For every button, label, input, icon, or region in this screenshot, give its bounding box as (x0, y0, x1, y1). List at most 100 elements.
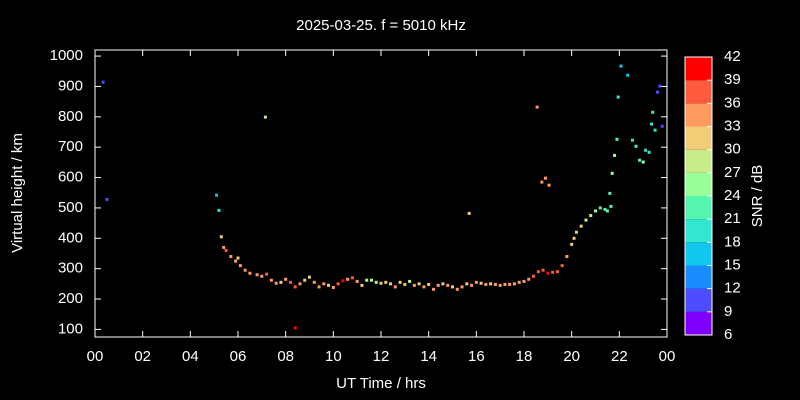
colorbar-tick-label: 9 (724, 303, 732, 320)
point (279, 280, 283, 284)
point (322, 282, 326, 286)
colorbar-band (685, 196, 712, 220)
x-tick-label: 00 (659, 348, 676, 365)
y-tick-label: 800 (58, 108, 83, 125)
point (219, 235, 223, 239)
colorbar-tick-label: 39 (724, 71, 741, 88)
point (312, 280, 316, 284)
point (408, 279, 412, 283)
point (651, 110, 655, 114)
point (365, 278, 369, 282)
point (660, 124, 664, 128)
x-tick-label: 14 (420, 348, 437, 365)
point (248, 271, 252, 275)
point (293, 285, 297, 289)
point (269, 278, 273, 282)
point (570, 242, 574, 246)
point (470, 283, 474, 287)
point (260, 274, 264, 278)
point (331, 285, 335, 289)
y-tick-label: 900 (58, 77, 83, 94)
y-tick-label: 600 (58, 169, 83, 186)
y-tick-label: 200 (58, 290, 83, 307)
point (589, 214, 593, 218)
point (224, 248, 228, 252)
colorbar-tick-label: 15 (724, 256, 741, 273)
colorbar-band (685, 80, 712, 104)
point (263, 115, 267, 119)
point (565, 255, 569, 259)
point (605, 209, 609, 213)
point (379, 281, 383, 285)
colorbar-band (685, 126, 712, 150)
point (422, 285, 426, 289)
point (236, 256, 240, 260)
colorbar-tick-label: 27 (724, 164, 741, 181)
point (479, 281, 483, 285)
point (484, 282, 488, 286)
point (317, 285, 321, 289)
point (217, 208, 221, 212)
y-axis-label: Virtual height / km (9, 133, 26, 253)
point (532, 274, 536, 278)
point (403, 282, 407, 286)
point (522, 279, 526, 283)
x-axis-label: UT Time / hrs (336, 375, 426, 392)
point (541, 268, 545, 272)
point (615, 137, 619, 141)
point (634, 144, 638, 148)
point (412, 283, 416, 287)
colorbar-tick-label: 30 (724, 141, 741, 158)
x-tick-label: 18 (516, 348, 533, 365)
x-tick-label: 22 (611, 348, 628, 365)
point (647, 150, 651, 154)
point (393, 285, 397, 289)
point (298, 282, 302, 286)
y-tick-label: 1000 (50, 47, 83, 64)
colorbar-band (685, 172, 712, 196)
point (626, 73, 630, 77)
point (598, 206, 602, 210)
colorbar-tick-label: 24 (724, 187, 741, 204)
point (527, 277, 531, 281)
point (616, 95, 620, 99)
point (630, 138, 634, 142)
x-tick-label: 06 (230, 348, 247, 365)
x-tick-label: 10 (325, 348, 342, 365)
point (355, 279, 359, 283)
point (512, 282, 516, 286)
x-tick-label: 00 (87, 348, 104, 365)
colorbar-label: SNR / dB (749, 165, 766, 228)
point (229, 255, 233, 259)
point (398, 280, 402, 284)
point (417, 282, 421, 286)
point (427, 282, 431, 286)
point (284, 277, 288, 281)
point (619, 64, 623, 68)
point (540, 180, 544, 184)
x-tick-label: 16 (468, 348, 485, 365)
point (274, 281, 278, 285)
point (546, 271, 550, 275)
colorbar-band (685, 149, 712, 173)
y-tick-label: 500 (58, 199, 83, 216)
y-tick-label: 100 (58, 320, 83, 337)
point (574, 230, 578, 234)
point (655, 90, 659, 94)
colorbar-band (685, 242, 712, 266)
point (105, 197, 109, 201)
point (303, 278, 307, 282)
point (238, 264, 242, 268)
point (584, 218, 588, 222)
point (493, 282, 497, 286)
point (243, 268, 247, 272)
colorbar-band (685, 219, 712, 243)
point (374, 280, 378, 284)
colorbar-band (685, 57, 712, 81)
point (465, 282, 469, 286)
point (327, 283, 331, 287)
point (658, 84, 662, 88)
point (336, 282, 340, 286)
